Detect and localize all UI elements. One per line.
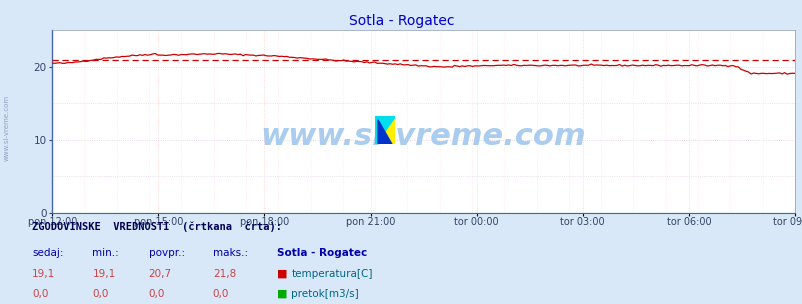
Text: 0,0: 0,0 <box>92 289 108 299</box>
Text: maks.:: maks.: <box>213 248 248 258</box>
Text: temperatura[C]: temperatura[C] <box>291 269 372 279</box>
Text: Sotla - Rogatec: Sotla - Rogatec <box>277 248 367 258</box>
Text: 19,1: 19,1 <box>92 269 115 279</box>
Text: ■: ■ <box>277 269 287 279</box>
Polygon shape <box>375 116 395 144</box>
Polygon shape <box>375 116 395 144</box>
Text: 0,0: 0,0 <box>213 289 229 299</box>
Text: povpr.:: povpr.: <box>148 248 184 258</box>
Text: 20,7: 20,7 <box>148 269 172 279</box>
Text: min.:: min.: <box>92 248 119 258</box>
Text: www.si-vreme.com: www.si-vreme.com <box>3 95 10 161</box>
Text: pretok[m3/s]: pretok[m3/s] <box>291 289 358 299</box>
Polygon shape <box>378 120 391 144</box>
Text: 0,0: 0,0 <box>148 289 164 299</box>
Text: 19,1: 19,1 <box>32 269 55 279</box>
Text: www.si-vreme.com: www.si-vreme.com <box>261 122 585 151</box>
Text: ZGODOVINSKE  VREDNOSTI  (črtkana  črta):: ZGODOVINSKE VREDNOSTI (črtkana črta): <box>32 222 282 233</box>
Text: ■: ■ <box>277 289 287 299</box>
Text: 0,0: 0,0 <box>32 289 48 299</box>
Text: Sotla - Rogatec: Sotla - Rogatec <box>348 14 454 28</box>
Text: sedaj:: sedaj: <box>32 248 63 258</box>
Text: 21,8: 21,8 <box>213 269 236 279</box>
